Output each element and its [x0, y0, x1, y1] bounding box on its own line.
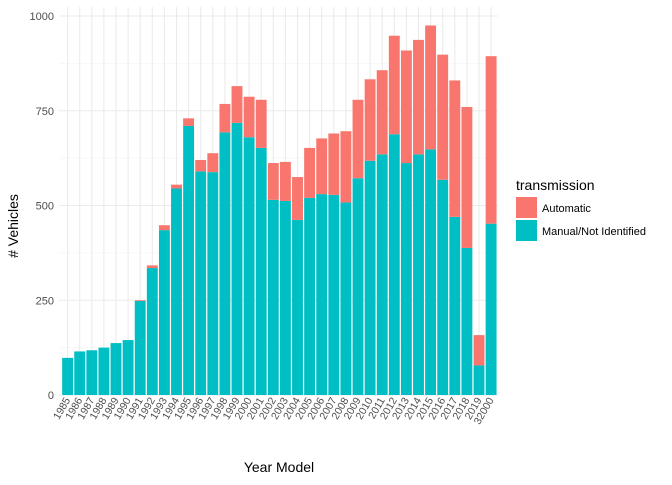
bar-manual-1988 — [98, 347, 110, 396]
y-tick-label: 0 — [48, 390, 54, 402]
y-tick-label: 250 — [36, 295, 54, 307]
bar-manual-2016 — [437, 179, 449, 395]
bar-automatic-2000 — [243, 96, 255, 138]
bar-manual-1995 — [183, 125, 195, 395]
bar-manual-1987 — [86, 350, 98, 395]
legend-label: Manual/Not Identified — [542, 226, 646, 238]
bar-automatic-2015 — [425, 25, 437, 150]
bar-manual-2019 — [473, 365, 485, 395]
bar-automatic-1993 — [158, 225, 170, 231]
bar-manual-1997 — [207, 172, 219, 395]
legend: transmission Automatic Manual/Not Identif… — [516, 177, 646, 241]
bars — [62, 25, 497, 396]
bar-automatic-1992 — [146, 265, 158, 269]
legend-title: transmission — [516, 177, 595, 193]
bar-automatic-1999 — [231, 86, 243, 123]
bar-manual-1991 — [134, 301, 146, 395]
bar-automatic-2014 — [413, 39, 424, 155]
bar-automatic-1994 — [171, 184, 182, 189]
bar-manual-2005 — [304, 197, 316, 395]
bar-automatic-2017 — [449, 80, 461, 217]
y-axis-ticks: 0 250 500 750 1000 — [30, 11, 54, 402]
bar-manual-1985 — [62, 357, 74, 395]
bar-automatic-1995 — [183, 118, 195, 126]
bar-manual-2010 — [364, 160, 376, 395]
bar-manual-2008 — [340, 202, 352, 395]
legend-label: Automatic — [542, 203, 591, 215]
bar-automatic-2007 — [328, 133, 340, 195]
y-tick-label: 750 — [36, 106, 54, 118]
bar-automatic-2001 — [255, 99, 267, 148]
bar-manual-2013 — [400, 163, 412, 395]
bar-manual-2015 — [425, 149, 437, 395]
bar-manual-2000 — [243, 137, 255, 395]
bar-automatic-2010 — [364, 79, 376, 161]
bar-manual-2014 — [413, 154, 424, 395]
bar-manual-1992 — [146, 268, 158, 395]
bar-manual-1994 — [171, 188, 182, 395]
bar-manual-1999 — [231, 122, 243, 395]
y-axis-title: # Vehicles — [5, 194, 21, 258]
bar-manual-1986 — [74, 351, 86, 395]
bar-manual-2002 — [267, 199, 279, 395]
bar-manual-2009 — [352, 178, 364, 395]
bar-automatic-2009 — [352, 99, 364, 179]
bar-manual-1998 — [219, 132, 231, 395]
bar-manual-2001 — [255, 147, 267, 395]
bar-manual-32000 — [485, 223, 497, 395]
legend-swatch-manual — [516, 220, 537, 241]
bar-manual-2006 — [316, 194, 328, 395]
bar-automatic-2013 — [400, 50, 412, 164]
y-tick-label: 500 — [36, 201, 54, 213]
bar-manual-2018 — [461, 247, 473, 395]
bar-automatic-32000 — [485, 56, 497, 224]
bar-manual-2004 — [292, 219, 303, 395]
bar-manual-1996 — [195, 171, 207, 395]
y-tick-label: 1000 — [30, 11, 54, 23]
bar-manual-1989 — [110, 343, 122, 395]
bar-manual-2003 — [279, 200, 291, 395]
bar-automatic-2011 — [376, 70, 388, 155]
bar-automatic-1991 — [134, 300, 146, 302]
x-axis-ticks: 1985198619871988198919901991199219931994… — [51, 395, 497, 426]
bar-automatic-2005 — [304, 147, 316, 198]
bar-automatic-2006 — [316, 138, 328, 195]
bar-automatic-1998 — [219, 103, 231, 133]
bar-automatic-2012 — [388, 35, 400, 135]
bar-manual-1990 — [122, 340, 134, 395]
bar-automatic-2002 — [267, 163, 279, 200]
bar-automatic-2019 — [473, 335, 485, 366]
bar-automatic-2008 — [340, 131, 352, 203]
bar-automatic-1996 — [195, 160, 207, 172]
bar-automatic-2003 — [279, 161, 291, 201]
x-axis-title: Year Model — [244, 459, 314, 475]
bar-manual-1993 — [158, 230, 170, 395]
bar-automatic-2004 — [292, 177, 303, 220]
bar-automatic-2016 — [437, 54, 449, 180]
bar-manual-2017 — [449, 216, 461, 395]
bar-manual-2011 — [376, 154, 388, 395]
bar-manual-2012 — [388, 134, 400, 395]
bar-automatic-1997 — [207, 153, 219, 173]
bar-automatic-2018 — [461, 106, 473, 248]
bar-manual-2007 — [328, 194, 340, 395]
legend-swatch-automatic — [516, 197, 537, 218]
